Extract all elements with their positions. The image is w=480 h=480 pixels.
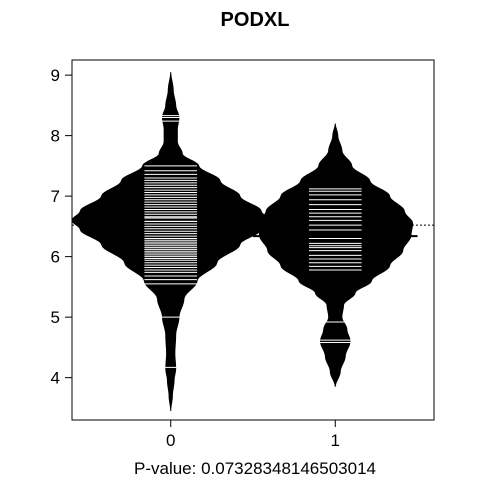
bean-1 [253,123,418,387]
x-tick-label: 0 [166,431,175,450]
plot-frame [71,59,435,421]
x-axis-label: P-value: 0.07328348146503014 [134,459,376,478]
bean-density [71,72,270,411]
y-tick-label: 9 [51,66,60,85]
axes: 4 5 6 7 8 9 0 1 [51,66,340,450]
y-tick-label: 5 [51,308,60,327]
y-tick-label: 6 [51,248,60,267]
chart-title: PODXL [221,9,290,31]
y-tick-label: 8 [51,127,60,146]
y-tick-label: 7 [51,187,60,206]
y-tick-label: 4 [51,369,60,388]
bean-0 [71,72,270,411]
x-tick-label: 1 [331,431,340,450]
plot-marks [71,72,434,411]
